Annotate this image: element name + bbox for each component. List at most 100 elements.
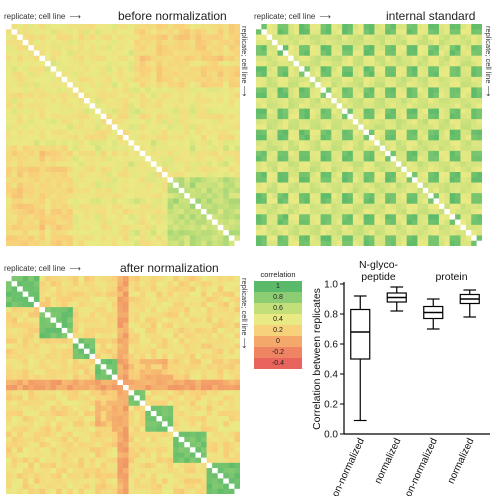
heatmap-internal-cell bbox=[363, 103, 370, 109]
heatmap-after-cell bbox=[50, 359, 57, 365]
heatmap-after-cell bbox=[128, 317, 135, 324]
heatmap-internal-cell bbox=[422, 172, 429, 178]
heatmap-before-cell bbox=[22, 29, 29, 35]
heatmap-internal-cell bbox=[331, 119, 338, 125]
heatmap-before-cell bbox=[111, 172, 118, 178]
heatmap-internal-cell bbox=[390, 214, 397, 220]
heatmap-internal-cell bbox=[363, 235, 370, 242]
heatmap-before-cell bbox=[84, 108, 90, 115]
heatmap-before-cell bbox=[106, 103, 113, 109]
heatmap-after-cell bbox=[11, 436, 18, 443]
heatmap-internal-cell bbox=[449, 214, 456, 220]
heatmap-before-cell bbox=[228, 82, 235, 88]
heatmap-before-cell bbox=[156, 50, 163, 57]
heatmap-internal-cell bbox=[433, 214, 440, 220]
heatmap-before-cell bbox=[45, 76, 51, 83]
heatmap-after-cell bbox=[223, 436, 230, 443]
heatmap-after-cell bbox=[178, 426, 185, 433]
heatmap-before-cell bbox=[201, 87, 207, 94]
heatmap-after-cell bbox=[212, 395, 219, 401]
heatmap-internal-cell bbox=[417, 193, 424, 199]
heatmap-internal-cell bbox=[390, 71, 397, 78]
heatmap-after-cell bbox=[189, 286, 196, 292]
heatmap-after-cell bbox=[50, 364, 57, 370]
heatmap-after-cell bbox=[56, 307, 63, 313]
heatmap-before-cell bbox=[72, 193, 79, 199]
heatmap-before-cell bbox=[28, 156, 35, 162]
heatmap-internal-cell bbox=[390, 203, 397, 210]
heatmap-internal-cell bbox=[444, 177, 451, 183]
heatmap-before-cell bbox=[72, 55, 79, 62]
heatmap-after-cell bbox=[178, 405, 185, 412]
heatmap-before-cell bbox=[189, 61, 196, 67]
heatmap-before-cell bbox=[184, 209, 191, 215]
heatmap-internal-cell bbox=[282, 66, 289, 72]
heatmap-internal-cell bbox=[325, 230, 332, 236]
heatmap-internal-cell bbox=[352, 61, 359, 67]
heatmap-after-cell bbox=[22, 291, 29, 298]
heatmap-after-cell bbox=[89, 291, 96, 298]
heatmap-before-cell bbox=[11, 124, 18, 131]
heatmap-internal-cell bbox=[256, 182, 262, 189]
heatmap-internal-cell bbox=[352, 187, 359, 194]
heatmap-before-cell bbox=[150, 235, 157, 242]
heatmap-before-cell bbox=[184, 166, 191, 173]
heatmap-after-cell bbox=[45, 364, 51, 370]
heatmap-after-cell bbox=[178, 333, 185, 339]
heatmap-internal-cell bbox=[288, 24, 294, 30]
heatmap-before-cell bbox=[95, 71, 102, 78]
heatmap-internal-cell bbox=[390, 150, 397, 157]
heatmap-before-cell bbox=[145, 45, 152, 51]
heatmap-internal-cell bbox=[363, 39, 370, 46]
heatmap-internal-cell bbox=[401, 24, 407, 30]
heatmap-after-cell bbox=[56, 291, 63, 298]
heatmap-internal-cell bbox=[342, 166, 348, 173]
heatmap-after-cell bbox=[189, 374, 196, 381]
heatmap-before-cell bbox=[228, 45, 235, 51]
heatmap-internal-cell bbox=[455, 103, 461, 109]
heatmap-internal-cell bbox=[395, 55, 402, 62]
heatmap-before-cell bbox=[56, 82, 63, 88]
heatmap-before-cell bbox=[39, 166, 46, 173]
heatmap-before-cell bbox=[162, 135, 168, 141]
heatmap-after-cell bbox=[223, 338, 230, 344]
heatmap-internal-cell bbox=[363, 187, 370, 194]
heatmap-before-cell bbox=[106, 166, 113, 173]
heatmap-internal-cell bbox=[395, 119, 402, 125]
heatmap-internal-cell bbox=[369, 209, 375, 215]
heatmap-before-cell bbox=[6, 34, 12, 41]
heatmap-after-cell bbox=[61, 312, 68, 318]
heatmap-before-cell bbox=[178, 161, 185, 168]
heatmap-internal-cell bbox=[438, 224, 445, 231]
heatmap-after-cell bbox=[139, 281, 146, 287]
heatmap-before-cell bbox=[173, 198, 180, 205]
heatmap-internal-cell bbox=[455, 29, 461, 35]
heatmap-before-cell bbox=[106, 66, 113, 72]
heatmap-before-cell bbox=[67, 161, 74, 168]
heatmap-internal-cell bbox=[422, 235, 429, 242]
heatmap-before-cell bbox=[39, 177, 46, 183]
heatmap-internal-cell bbox=[449, 187, 456, 194]
heatmap-after-cell bbox=[228, 395, 235, 401]
heatmap-internal-cell bbox=[406, 34, 413, 41]
heatmap-internal-cell bbox=[293, 214, 300, 220]
heatmap-internal-cell bbox=[390, 92, 397, 99]
heatmap-before-cell bbox=[72, 135, 79, 141]
heatmap-after-cell bbox=[6, 405, 12, 412]
heatmap-after-cell bbox=[139, 447, 146, 453]
heatmap-before-cell bbox=[123, 113, 129, 120]
heatmap-internal-cell bbox=[272, 235, 278, 242]
heatmap-after-cell bbox=[139, 416, 146, 422]
heatmap-after-cell bbox=[95, 416, 102, 422]
heatmap-before-cell bbox=[84, 203, 90, 210]
heatmap-internal-cell bbox=[272, 224, 278, 231]
heatmap-after-cell bbox=[201, 374, 207, 381]
heatmap-before-cell bbox=[28, 129, 35, 136]
heatmap-before-cell bbox=[167, 55, 174, 62]
heatmap-before-cell bbox=[228, 193, 235, 199]
heatmap-internal-cell bbox=[471, 209, 477, 215]
heatmap-internal-cell bbox=[422, 166, 429, 173]
heatmap-after-cell bbox=[56, 400, 63, 407]
heatmap-before-cell bbox=[206, 87, 213, 94]
heatmap-after-cell bbox=[72, 317, 79, 324]
